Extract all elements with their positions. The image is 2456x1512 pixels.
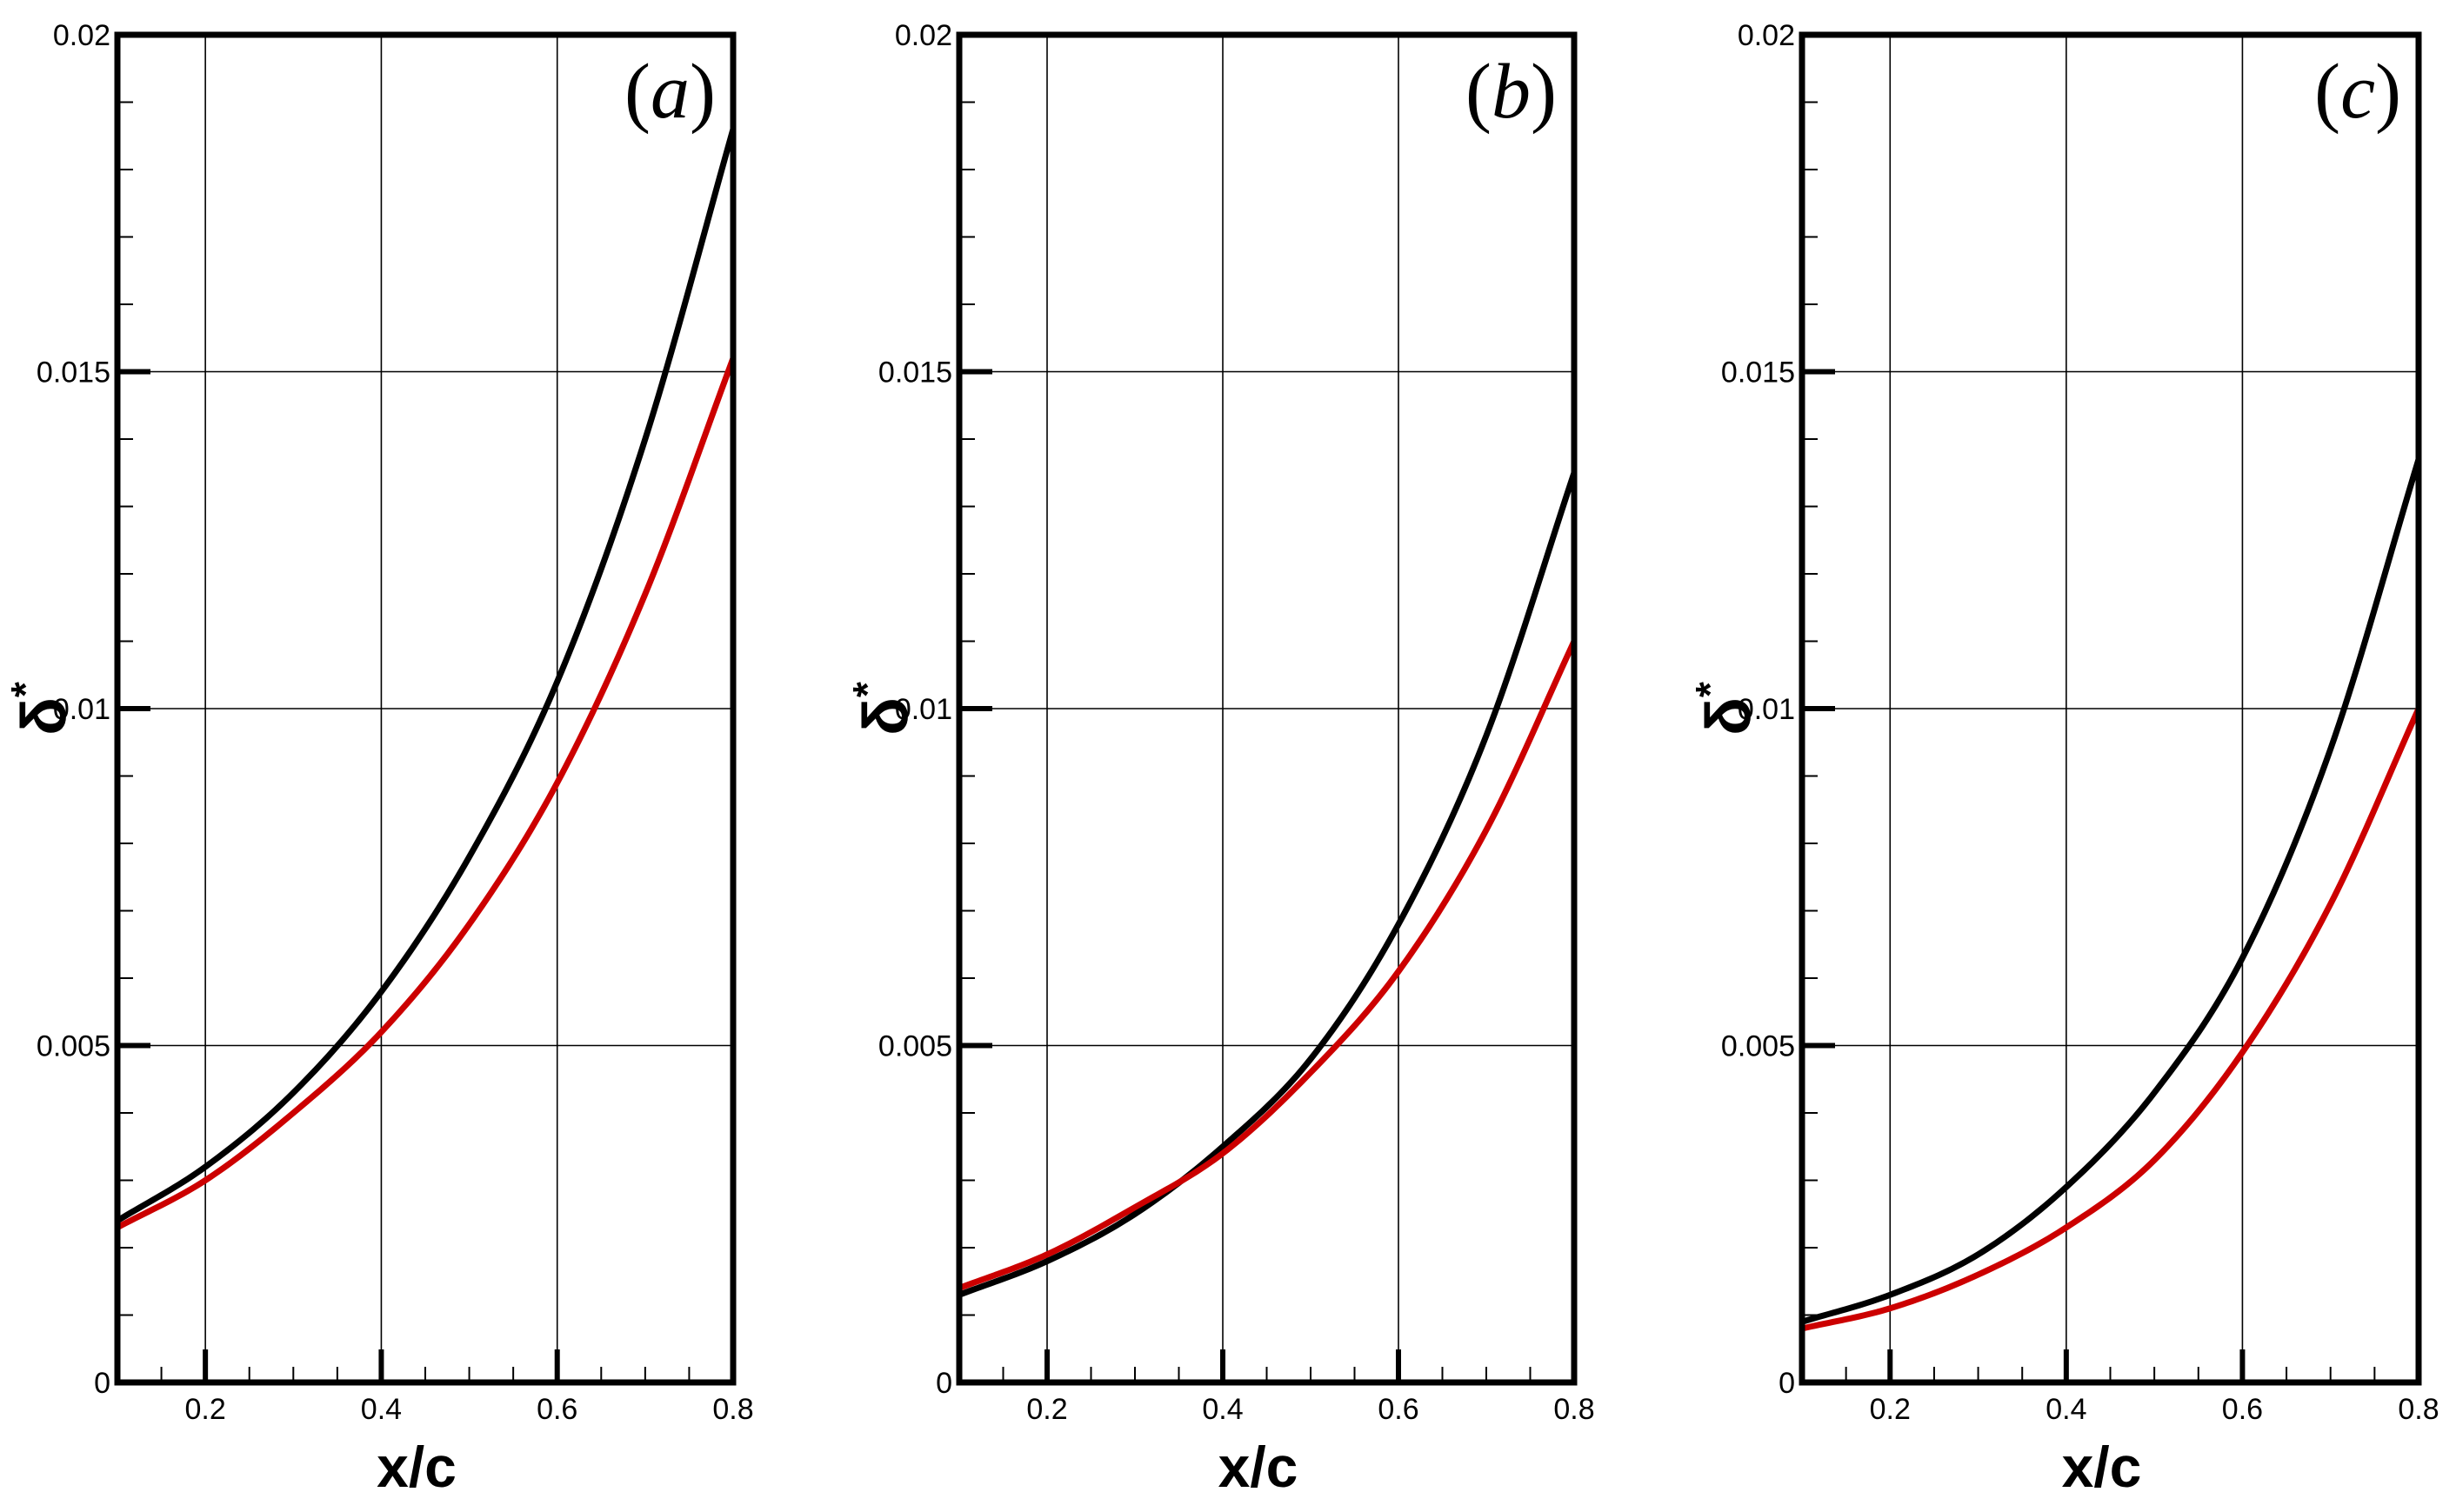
panel-label-open: ( <box>2314 49 2340 135</box>
plot-frame <box>956 31 1578 1386</box>
x-tick-label: 0.8 <box>2398 1393 2439 1426</box>
y-tick-label: 0.005 <box>878 1030 952 1063</box>
series-line-black <box>1802 458 2419 1325</box>
x-tick-label: 0.2 <box>185 1393 226 1426</box>
y-axis-title-superscript: * <box>3 682 48 697</box>
x-tick-label: 0.8 <box>712 1393 753 1426</box>
x-axis-title: x/c <box>1218 1435 1298 1499</box>
plot-frame <box>114 31 737 1386</box>
series-line-red <box>117 356 733 1230</box>
y-tick-label: 0.02 <box>1738 19 1795 52</box>
panel-label-letter: b <box>1492 49 1531 135</box>
x-tick-label: 0.6 <box>2222 1393 2263 1426</box>
x-tick-label: 0.6 <box>1378 1393 1418 1426</box>
y-tick-label: 0.015 <box>878 356 952 390</box>
y-axis-title-symbol: δ <box>851 697 921 736</box>
y-axis-title: δ* <box>3 682 79 736</box>
x-axis-title: x/c <box>377 1435 457 1499</box>
panel-label: (a) <box>624 49 716 135</box>
y-tick-label: 0.02 <box>53 19 110 52</box>
x-tick-label: 0.4 <box>1202 1393 1243 1426</box>
panel-label-close: ) <box>1531 49 1557 135</box>
panel-label: (b) <box>1465 49 1557 135</box>
y-tick-label: 0 <box>94 1367 110 1400</box>
series-line-black <box>959 471 1574 1298</box>
panel-label-open: ( <box>624 49 651 135</box>
x-tick-label: 0.2 <box>1870 1393 1911 1426</box>
y-tick-label: 0.01 <box>895 693 952 726</box>
x-tick-label: 0.4 <box>2046 1393 2086 1426</box>
y-tick-label: 0.005 <box>1721 1030 1795 1063</box>
y-axis-title-symbol: δ <box>1694 697 1764 736</box>
panel-label-letter: a <box>651 49 690 135</box>
y-tick-label: 0 <box>936 1367 952 1400</box>
panel-label-open: ( <box>1465 49 1492 135</box>
x-tick-label: 0.4 <box>361 1393 402 1426</box>
x-tick-label: 0.6 <box>537 1393 577 1426</box>
x-axis-title: x/c <box>2062 1435 2142 1499</box>
series-line-black <box>117 128 733 1223</box>
panel-label-close: ) <box>690 49 716 135</box>
y-axis-title: δ* <box>1687 682 1764 736</box>
chart-panel-c: 0 0.005 0.01 0.015 0.02 0.2 0.4 0.6 0.8 x/c δ* (c) <box>1687 19 2439 1499</box>
x-tick-label: 0.2 <box>1026 1393 1067 1426</box>
y-axis-title-superscript: * <box>1687 682 1732 697</box>
y-tick-label: 0.01 <box>53 693 110 726</box>
series-line-red <box>959 640 1574 1291</box>
y-tick-label: 0.02 <box>895 19 952 52</box>
y-axis-title-symbol: δ <box>10 697 79 736</box>
y-tick-label: 0.015 <box>1721 356 1795 390</box>
y-tick-label: 0.015 <box>37 356 110 390</box>
panel-label-close: ) <box>2375 49 2401 135</box>
chart-panel-b: 0 0.005 0.01 0.015 0.02 0.2 0.4 0.6 0.8 x/c δ* (b) <box>844 19 1595 1499</box>
y-axis-title-superscript: * <box>844 682 890 697</box>
panel-label-letter: c <box>2340 49 2375 135</box>
y-tick-label: 0.005 <box>37 1030 110 1063</box>
y-tick-label: 0.01 <box>1738 693 1795 726</box>
series-line-red <box>1802 707 2419 1332</box>
y-axis-title: δ* <box>844 682 921 736</box>
plot-frame <box>1799 31 2422 1386</box>
x-tick-label: 0.8 <box>1553 1393 1594 1426</box>
panel-label: (c) <box>2314 49 2401 135</box>
chart-panel-a: 0 0.005 0.01 0.015 0.02 0.2 0.4 0.6 0.8 x/c δ* (a) <box>3 19 754 1499</box>
y-tick-label: 0 <box>1779 1367 1795 1400</box>
